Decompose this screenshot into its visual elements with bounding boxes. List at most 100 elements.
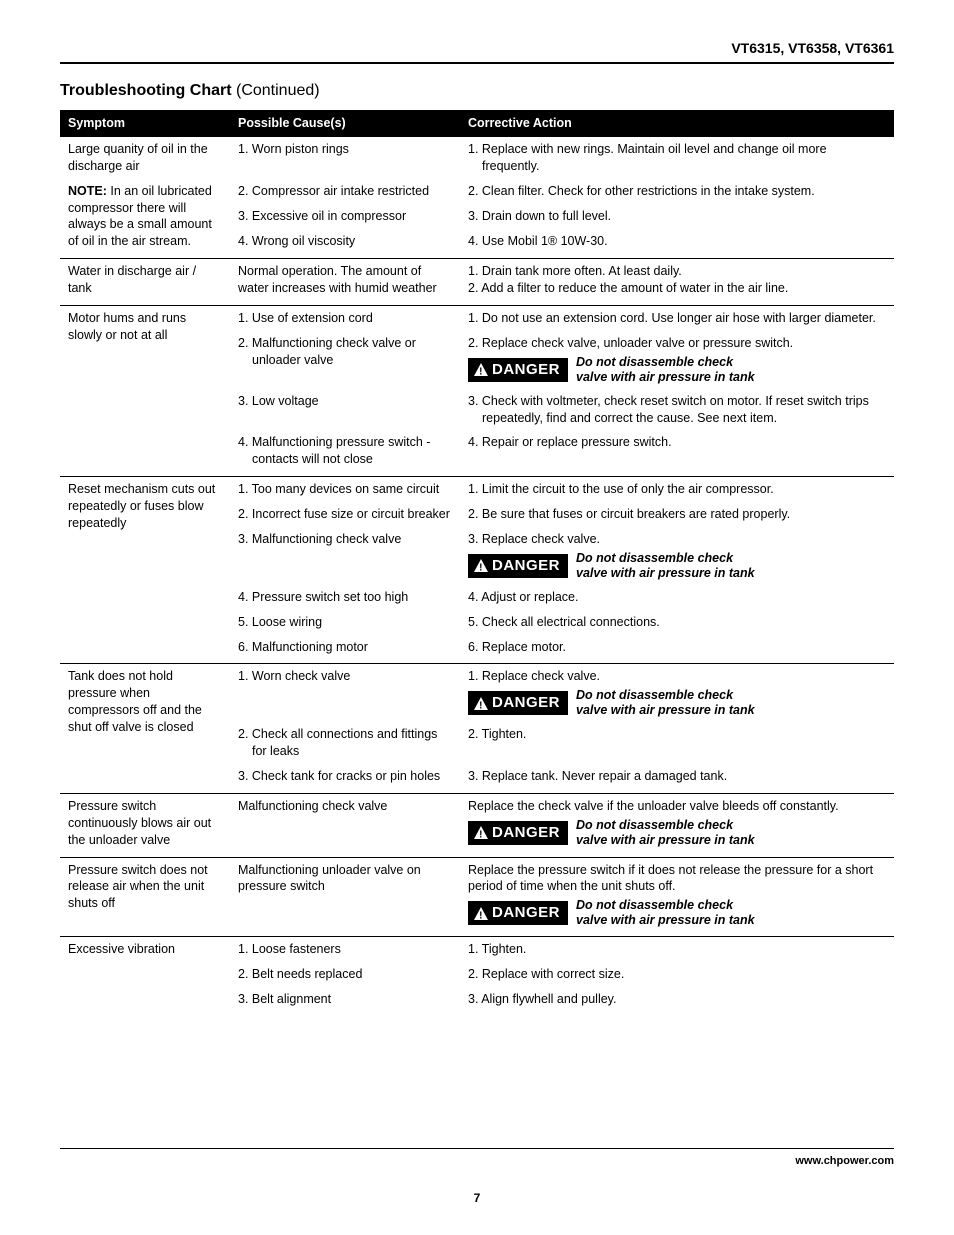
cause-cell: 2. Incorrect fuse size or circuit breake… <box>230 502 460 527</box>
col-action: Corrective Action <box>460 110 894 137</box>
cause-text: 3. Excessive oil in compressor <box>238 208 452 225</box>
cause-cell: 2. Compressor air intake restricted <box>230 179 460 204</box>
danger-text: Do not disassemble checkvalve with air p… <box>576 355 755 385</box>
svg-text:!: ! <box>479 700 483 710</box>
action-text: Replace the pressure switch if it does n… <box>468 863 873 894</box>
action-text: 2. Replace check valve, unloader valve o… <box>468 335 886 352</box>
action-text: 6. Replace motor. <box>468 639 886 656</box>
warning-icon: ! <box>474 559 488 572</box>
action-cell: 2. Clean filter. Check for other restric… <box>460 179 894 204</box>
cause-text: 3. Belt alignment <box>238 991 452 1008</box>
action-text: 1. Limit the circuit to the use of only … <box>468 481 886 498</box>
danger-text: Do not disassemble checkvalve with air p… <box>576 818 755 848</box>
action-cell: 2. Replace check valve, unloader valve o… <box>460 331 894 389</box>
cause-cell: 1. Use of extension cord <box>230 305 460 330</box>
action-cell: 4. Use Mobil 1® 10W-30. <box>460 229 894 254</box>
action-text: 1. Drain tank more often. At least daily… <box>468 263 886 280</box>
danger-callout: ! DANGER Do not disassemble checkvalve w… <box>468 551 886 581</box>
action-text: 2. Be sure that fuses or circuit breaker… <box>468 506 886 523</box>
action-text: 2. Clean filter. Check for other restric… <box>468 183 886 200</box>
cause-text: 5. Loose wiring <box>238 614 452 631</box>
warning-icon: ! <box>474 363 488 376</box>
cause-cell: 1. Loose fasteners <box>230 937 460 962</box>
symptom-cell: Pressure switch does not release air whe… <box>60 857 230 932</box>
svg-text:!: ! <box>479 563 483 573</box>
svg-text:!: ! <box>479 830 483 840</box>
cause-cell: 3. Excessive oil in compressor <box>230 204 460 229</box>
action-text: 4. Repair or replace pressure switch. <box>468 434 886 451</box>
table-row: Large quanity of oil in the discharge ai… <box>60 137 894 179</box>
action-text: Replace the check valve if the unloader … <box>468 799 839 813</box>
action-text: 4. Use Mobil 1® 10W-30. <box>468 233 886 250</box>
danger-label: DANGER <box>492 823 560 843</box>
cause-cell: 4. Wrong oil viscosity <box>230 229 460 254</box>
header-rule <box>60 62 894 64</box>
cause-text: 3. Malfunctioning check valve <box>238 531 452 548</box>
cause-text: 4. Pressure switch set too high <box>238 589 452 606</box>
table-row: Water in discharge air / tank Normal ope… <box>60 259 894 301</box>
cause-cell: Normal operation. The amount of water in… <box>230 259 460 301</box>
cause-cell: 2. Check all connections and fittings fo… <box>230 722 460 764</box>
action-cell: Replace the check valve if the unloader … <box>460 793 894 852</box>
action-cell: 1. Do not use an extension cord. Use lon… <box>460 305 894 330</box>
action-text: 2. Replace with correct size. <box>468 966 886 983</box>
cause-cell: 1. Too many devices on same circuit <box>230 477 460 502</box>
cause-cell: 3. Low voltage <box>230 389 460 431</box>
cause-cell: 5. Loose wiring <box>230 610 460 635</box>
symptom-cell: Large quanity of oil in the discharge ai… <box>60 137 230 179</box>
cause-cell: 2. Belt needs replaced <box>230 962 460 987</box>
danger-badge: ! DANGER <box>468 358 568 382</box>
action-cell: 4. Repair or replace pressure switch. <box>460 430 894 472</box>
action-text: 2. Add a filter to reduce the amount of … <box>468 280 886 297</box>
action-cell: 1. Replace with new rings. Maintain oil … <box>460 137 894 179</box>
warning-icon: ! <box>474 826 488 839</box>
symptom-cell: Motor hums and runs slowly or not at all <box>60 305 230 472</box>
action-text: 3. Align flywhell and pulley. <box>468 991 886 1008</box>
danger-badge: ! DANGER <box>468 691 568 715</box>
table-row: NOTE: In an oil lubricated compressor th… <box>60 179 894 204</box>
cause-text: 1. Worn check valve <box>238 668 452 685</box>
danger-text: Do not disassemble checkvalve with air p… <box>576 688 755 718</box>
action-cell: 3. Drain down to full level. <box>460 204 894 229</box>
action-text: 3. Drain down to full level. <box>468 208 886 225</box>
cause-text: 2. Check all connections and fittings fo… <box>238 726 452 760</box>
danger-badge: ! DANGER <box>468 821 568 845</box>
cause-cell: 6. Malfunctioning motor <box>230 635 460 660</box>
action-cell: 2. Be sure that fuses or circuit breaker… <box>460 502 894 527</box>
symptom-cell: Excessive vibration <box>60 937 230 1012</box>
action-text: 1. Do not use an extension cord. Use lon… <box>468 310 886 327</box>
symptom-cell: Reset mechanism cuts out repeatedly or f… <box>60 477 230 660</box>
cause-text: 3. Low voltage <box>238 393 452 410</box>
svg-text:!: ! <box>479 910 483 920</box>
action-text: 2. Tighten. <box>468 726 886 743</box>
table-row: Motor hums and runs slowly or not at all… <box>60 305 894 330</box>
warning-icon: ! <box>474 697 488 710</box>
action-cell: 1. Limit the circuit to the use of only … <box>460 477 894 502</box>
col-cause: Possible Cause(s) <box>230 110 460 137</box>
danger-label: DANGER <box>492 360 560 380</box>
title-continued: (Continued) <box>236 82 320 99</box>
cause-text: 2. Incorrect fuse size or circuit breake… <box>238 506 452 523</box>
footer-url: www.chpower.com <box>60 1155 894 1167</box>
cause-text: 2. Malfunctioning check valve or unloade… <box>238 335 452 369</box>
col-symptom: Symptom <box>60 110 230 137</box>
page-number: 7 <box>60 1191 894 1205</box>
danger-label: DANGER <box>492 556 560 576</box>
table-row: Pressure switch does not release air whe… <box>60 857 894 932</box>
cause-text: 6. Malfunctioning motor <box>238 639 452 656</box>
cause-text: 4. Malfunctioning pressure switch - cont… <box>238 434 452 468</box>
cause-text: 2. Compressor air intake restricted <box>238 183 452 200</box>
cause-cell: 4. Malfunctioning pressure switch - cont… <box>230 430 460 472</box>
danger-text: Do not disassemble checkvalve with air p… <box>576 898 755 928</box>
cause-text: 1. Use of extension cord <box>238 310 452 327</box>
cause-cell: Malfunctioning check valve <box>230 793 460 852</box>
danger-callout: ! DANGER Do not disassemble checkvalve w… <box>468 818 886 848</box>
symptom-cell: NOTE: In an oil lubricated compressor th… <box>60 179 230 255</box>
action-text: 3. Replace tank. Never repair a damaged … <box>468 768 886 785</box>
cause-text: 1. Loose fasteners <box>238 941 452 958</box>
danger-label: DANGER <box>492 693 560 713</box>
note-label: NOTE: <box>68 184 107 198</box>
cause-cell: Malfunctioning unloader valve on pressur… <box>230 857 460 932</box>
action-cell: 3. Check with voltmeter, check reset swi… <box>460 389 894 431</box>
action-cell: 2. Replace with correct size. <box>460 962 894 987</box>
